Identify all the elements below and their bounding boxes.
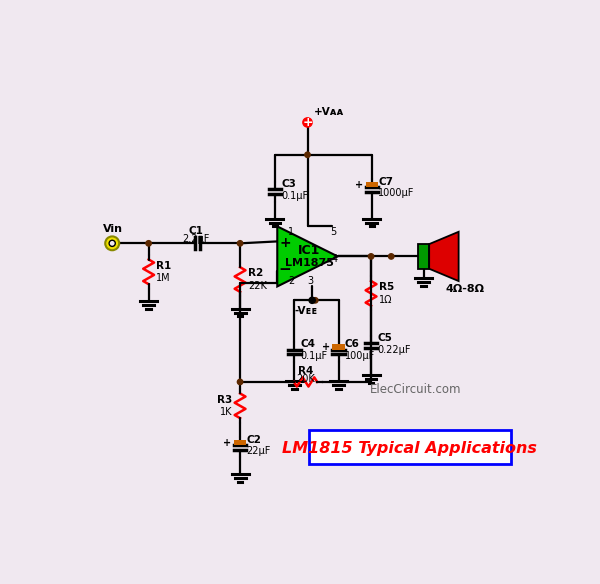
Bar xyxy=(418,244,429,269)
Circle shape xyxy=(109,240,115,246)
Circle shape xyxy=(309,297,315,304)
Text: 5: 5 xyxy=(330,227,336,237)
Circle shape xyxy=(238,379,243,385)
Text: 1K: 1K xyxy=(220,407,232,417)
Text: 22μF: 22μF xyxy=(246,446,271,456)
Text: LM1815 Typical Applications: LM1815 Typical Applications xyxy=(283,441,537,456)
Text: 1Ω: 1Ω xyxy=(379,294,392,304)
Text: R4: R4 xyxy=(298,366,313,376)
Text: 1000μF: 1000μF xyxy=(378,188,415,199)
Text: 4: 4 xyxy=(332,255,338,265)
Circle shape xyxy=(313,298,318,303)
Text: LM1875: LM1875 xyxy=(284,258,334,267)
Text: +Vᴀᴀ: +Vᴀᴀ xyxy=(314,107,344,117)
Text: 4Ω-8Ω: 4Ω-8Ω xyxy=(445,284,484,294)
Circle shape xyxy=(238,241,243,246)
Text: R2: R2 xyxy=(248,269,263,279)
Text: 0.1μF: 0.1μF xyxy=(281,190,308,200)
Circle shape xyxy=(303,118,312,127)
Text: 20K: 20K xyxy=(296,374,315,384)
Bar xyxy=(332,344,344,350)
Text: +: + xyxy=(322,342,330,352)
Bar xyxy=(365,182,378,187)
FancyBboxPatch shape xyxy=(309,430,511,464)
Text: +: + xyxy=(279,236,291,250)
Circle shape xyxy=(388,253,394,259)
Text: C5: C5 xyxy=(377,333,392,343)
Text: 0.22μF: 0.22μF xyxy=(377,345,411,354)
Bar xyxy=(234,440,246,445)
Text: C6: C6 xyxy=(344,339,359,349)
Text: Vin: Vin xyxy=(103,224,123,234)
Text: −: − xyxy=(278,262,292,277)
Text: +: + xyxy=(223,438,232,448)
Text: 22K: 22K xyxy=(248,281,267,291)
Text: 0.1μF: 0.1μF xyxy=(301,351,328,361)
Text: C4: C4 xyxy=(301,339,316,349)
Text: 2.2μF: 2.2μF xyxy=(182,234,209,244)
Text: 100μF: 100μF xyxy=(344,351,375,361)
Text: 1: 1 xyxy=(288,227,294,237)
Text: -Vᴇᴇ: -Vᴇᴇ xyxy=(295,306,317,316)
Circle shape xyxy=(105,237,119,251)
Text: 1M: 1M xyxy=(157,273,171,283)
Text: C7: C7 xyxy=(378,177,393,187)
Text: +: + xyxy=(355,180,364,190)
Text: C1: C1 xyxy=(188,226,203,236)
Text: 2: 2 xyxy=(288,276,295,286)
Circle shape xyxy=(368,253,374,259)
Text: IC1: IC1 xyxy=(298,244,320,257)
Text: 3: 3 xyxy=(308,276,314,286)
Circle shape xyxy=(146,241,151,246)
Text: C2: C2 xyxy=(246,434,261,444)
Text: ElecCircuit.com: ElecCircuit.com xyxy=(370,383,462,396)
Text: R1: R1 xyxy=(157,260,172,270)
Text: R3: R3 xyxy=(217,395,232,405)
Text: +: + xyxy=(302,116,313,129)
Polygon shape xyxy=(277,227,338,286)
Text: R5: R5 xyxy=(379,282,394,292)
Text: C3: C3 xyxy=(281,179,296,189)
Polygon shape xyxy=(429,232,458,281)
Circle shape xyxy=(305,152,310,158)
